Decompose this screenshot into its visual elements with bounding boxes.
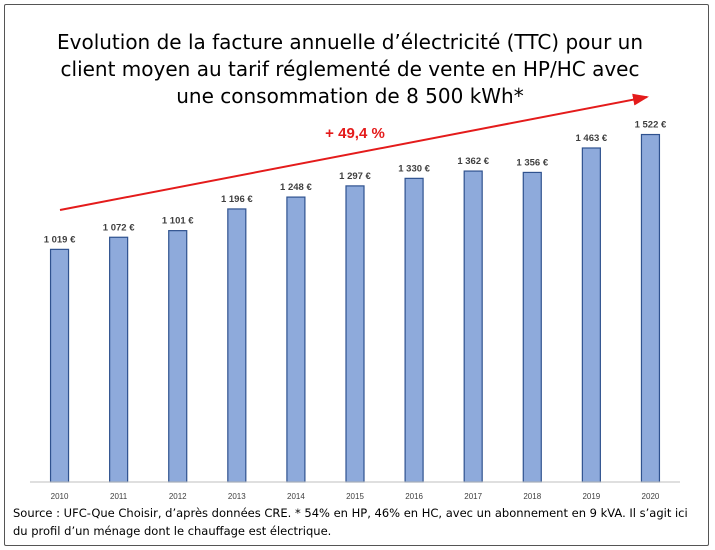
data-label-2011: 1 072 € bbox=[103, 222, 135, 233]
x-tick-2015: 2015 bbox=[346, 492, 364, 501]
trend-annotation: + 49,4 % bbox=[325, 125, 385, 142]
bar-2020 bbox=[640, 133, 661, 483]
bar-2016 bbox=[404, 177, 424, 483]
x-tick-2017: 2017 bbox=[464, 492, 482, 501]
x-tick-labels: 2010 2011 2012 2013 2014 2015 2016 2017 2018 2019… bbox=[51, 492, 660, 501]
data-label-2018: 1 356 € bbox=[516, 157, 548, 168]
x-tick-2019: 2019 bbox=[582, 492, 600, 501]
x-tick-2010: 2010 bbox=[51, 492, 69, 501]
data-labels: 1 019 € 1 072 € 1 101 € 1 196 € 1 248 € 1 297… bbox=[44, 120, 667, 246]
data-label-2019: 1 463 € bbox=[576, 133, 608, 144]
x-tick-2018: 2018 bbox=[523, 492, 541, 501]
bar-2013 bbox=[227, 208, 247, 483]
x-tick-2014: 2014 bbox=[287, 492, 305, 501]
data-label-2013: 1 196 € bbox=[221, 194, 253, 205]
x-tick-2020: 2020 bbox=[642, 492, 660, 501]
bar-2012 bbox=[168, 230, 188, 483]
bar-2017 bbox=[463, 170, 483, 483]
source-note: Source : UFC-Que Choisir, d’après donnée… bbox=[13, 506, 688, 538]
data-label-2014: 1 248 € bbox=[280, 182, 312, 193]
bar-2019 bbox=[581, 147, 601, 483]
bars bbox=[49, 133, 661, 483]
data-label-2016: 1 330 € bbox=[398, 163, 430, 174]
bar-2018 bbox=[522, 171, 542, 483]
x-tick-2012: 2012 bbox=[169, 492, 187, 501]
x-tick-2011: 2011 bbox=[110, 492, 128, 501]
chart-title: Evolution de la facture annuelle d’élect… bbox=[56, 30, 644, 108]
trend-arrow bbox=[59, 93, 649, 211]
x-tick-2013: 2013 bbox=[228, 492, 246, 501]
bar-2011 bbox=[109, 236, 129, 483]
x-tick-2016: 2016 bbox=[405, 492, 423, 501]
bar-2010 bbox=[49, 248, 70, 483]
bar-2014 bbox=[286, 196, 306, 483]
bar-2015 bbox=[345, 185, 365, 483]
data-label-2012: 1 101 € bbox=[162, 216, 194, 227]
data-label-2017: 1 362 € bbox=[457, 156, 489, 167]
data-label-2020: 1 522 € bbox=[635, 120, 667, 131]
data-label-2015: 1 297 € bbox=[339, 171, 371, 182]
data-label-2010: 1 019 € bbox=[44, 234, 76, 245]
